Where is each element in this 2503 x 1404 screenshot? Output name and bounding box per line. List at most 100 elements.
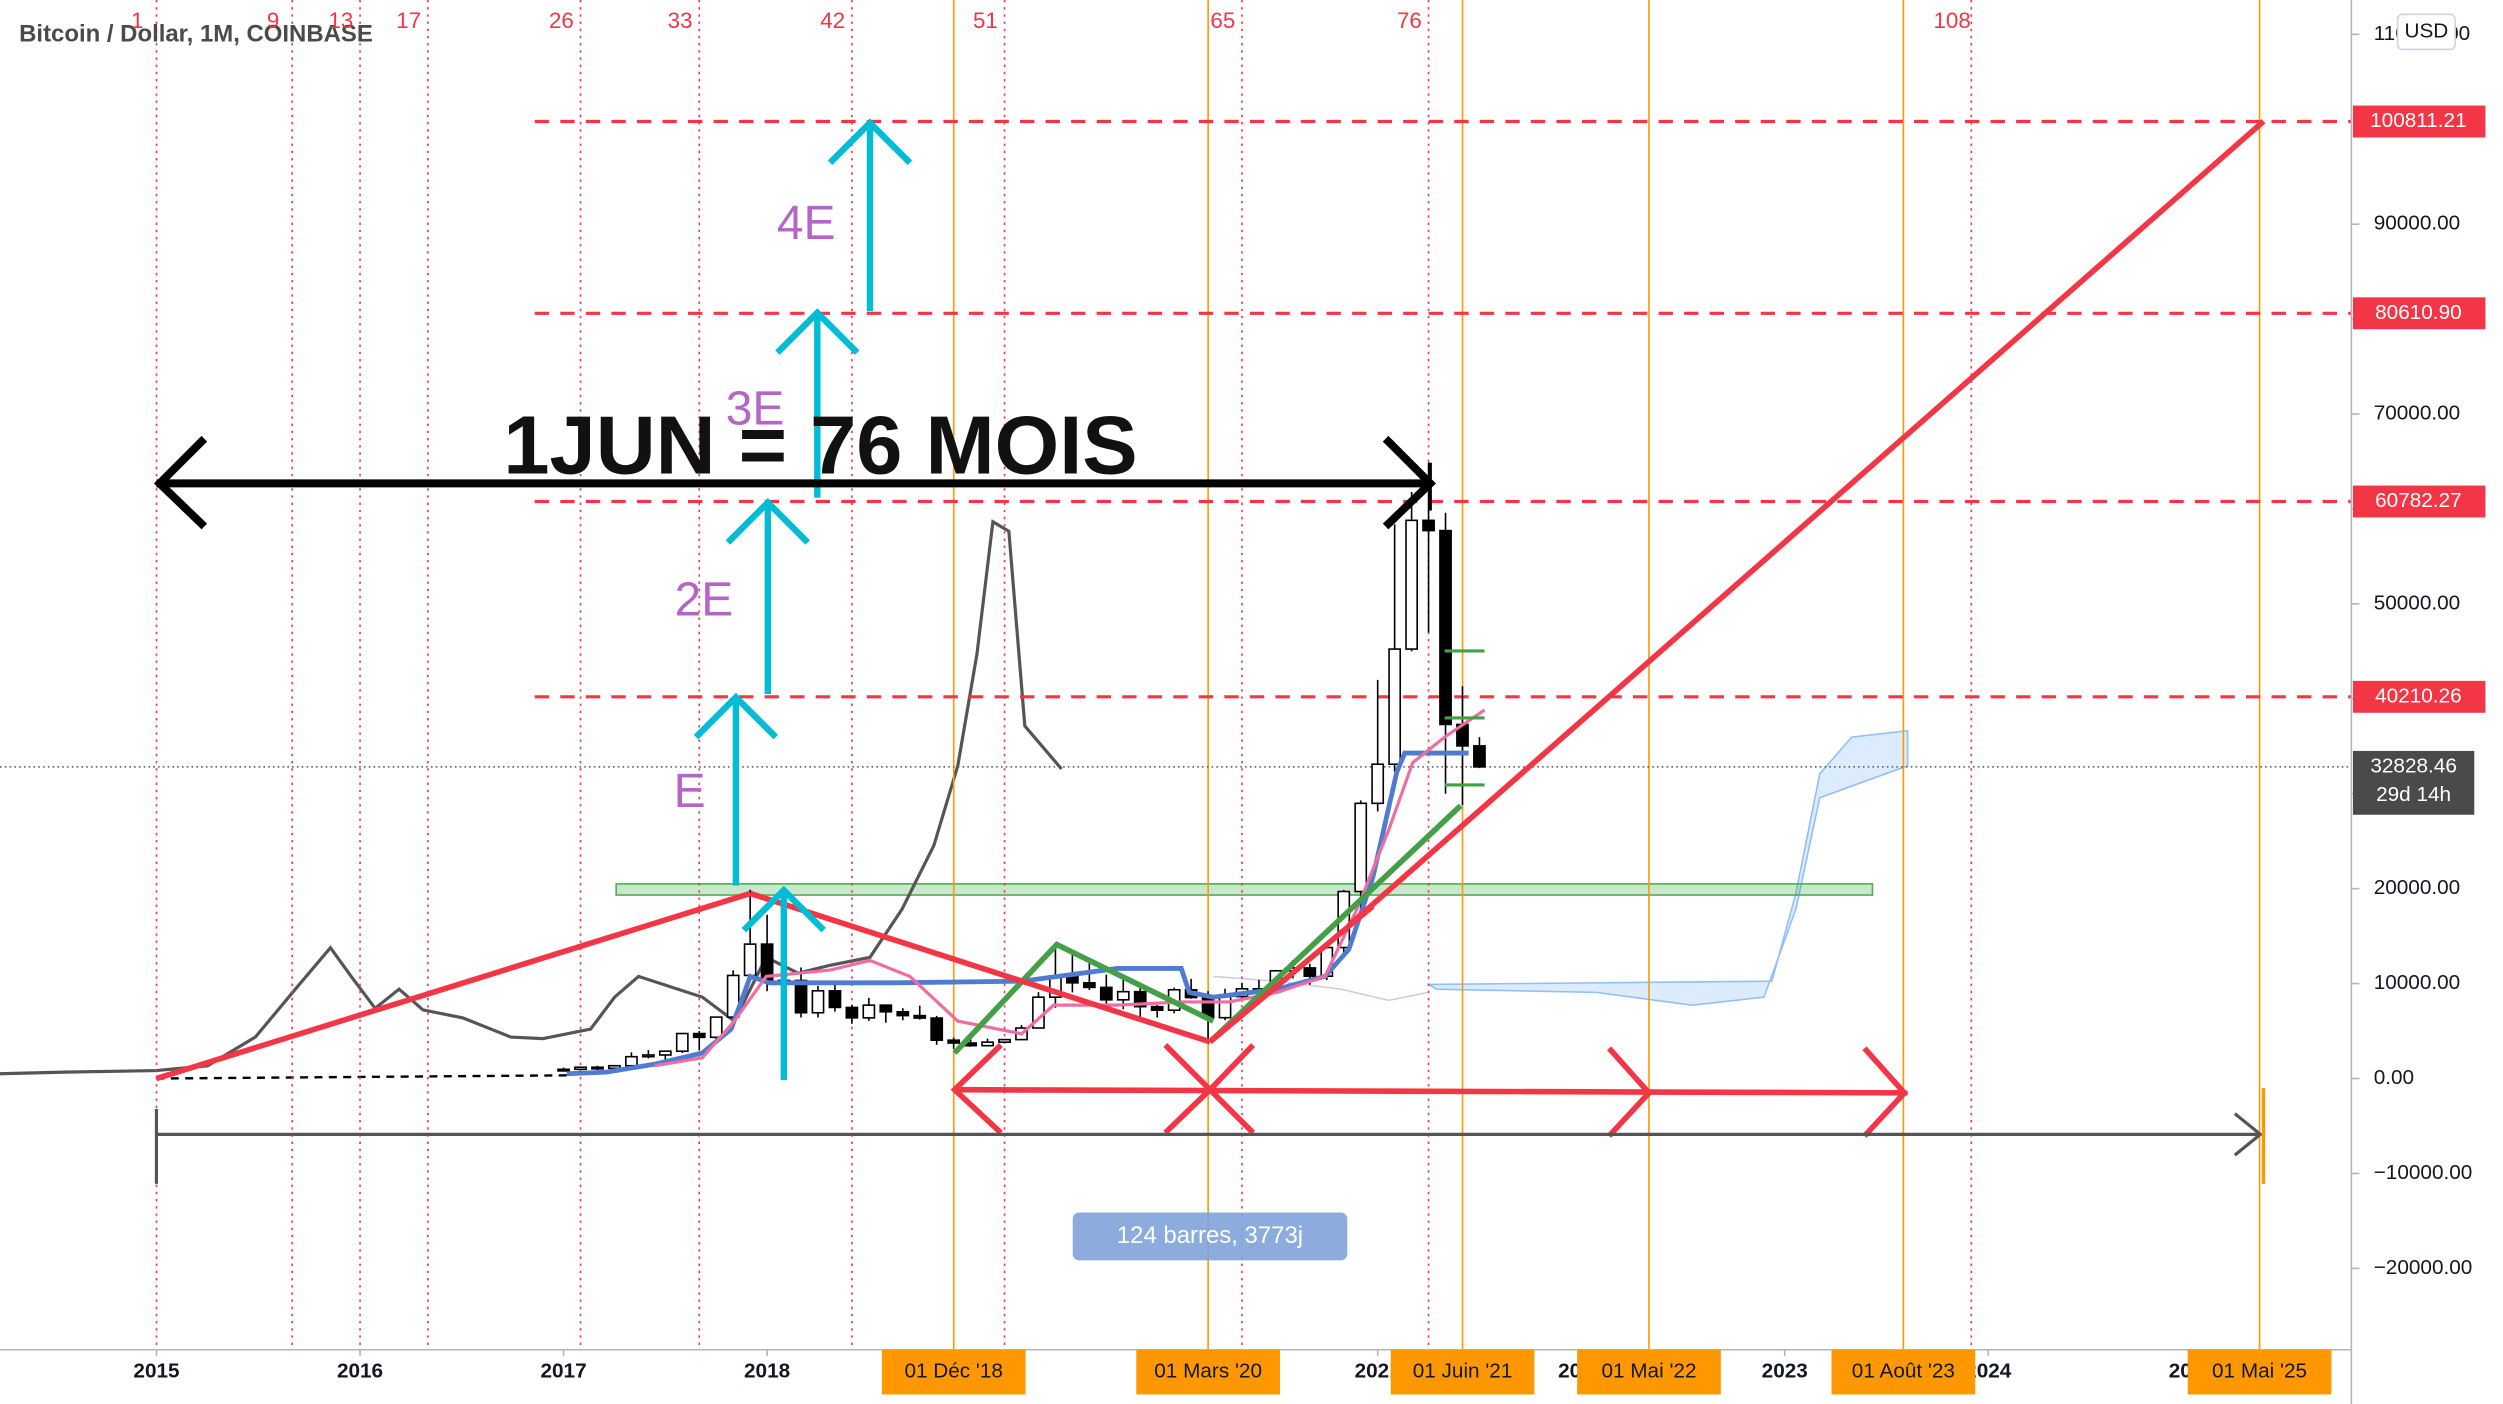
candle-body xyxy=(1099,986,1113,1001)
candle-body xyxy=(1439,529,1452,726)
y-tick-label: −10000.00 xyxy=(2374,1161,2473,1184)
extension-label: E xyxy=(674,765,706,818)
count-label: 17 xyxy=(396,8,421,33)
x-tick-label: 2016 xyxy=(337,1360,383,1383)
early-price-line xyxy=(156,1074,567,1080)
candle-body xyxy=(981,1041,994,1047)
countdown-label: 29d 14h xyxy=(2376,783,2451,806)
level-badge xyxy=(2352,105,2486,138)
candle-body xyxy=(1082,982,1096,989)
extension-label: 2E xyxy=(675,574,734,627)
range-label: 124 barres, 3773j xyxy=(1117,1222,1303,1249)
candle-body xyxy=(1303,967,1317,977)
chart-title: Bitcoin / Dollar, 1M, COINBASE xyxy=(19,20,373,47)
candle-body xyxy=(930,1017,944,1041)
duration-arrow xyxy=(153,435,1436,530)
candle-body xyxy=(574,1066,587,1071)
candle-body xyxy=(608,1064,621,1070)
candle-body xyxy=(811,990,825,1014)
candle-body xyxy=(998,1038,1011,1043)
level-badge xyxy=(2352,485,2486,518)
candle-body xyxy=(862,1004,876,1019)
candle-body xyxy=(625,1055,638,1067)
x-tick-label: 2017 xyxy=(540,1360,586,1383)
count-label: 76 xyxy=(1397,8,1422,33)
candle-body xyxy=(1371,763,1385,805)
underlay xyxy=(0,0,2352,1350)
currency-label: USD xyxy=(2404,19,2448,42)
candle-body xyxy=(1354,802,1368,893)
count-label: 65 xyxy=(1210,8,1235,33)
y-tick-label: 90000.00 xyxy=(2374,212,2461,235)
level-badge xyxy=(2352,297,2486,330)
count-label: 9 xyxy=(267,8,279,33)
candle-body xyxy=(1473,745,1486,768)
y-tick-label: 0.00 xyxy=(2374,1066,2414,1089)
cyan-arrows xyxy=(693,118,913,1081)
level-label: 100811.21 xyxy=(2370,109,2467,132)
candle-body xyxy=(879,1004,893,1013)
date-label: 01 Août '23 xyxy=(1852,1360,1955,1383)
date-badge xyxy=(1136,1349,1280,1395)
count-label: 33 xyxy=(668,8,693,33)
ichimoku-cloud xyxy=(1425,729,1909,1006)
date-label: 01 Juin '21 xyxy=(1413,1360,1513,1383)
candle-body xyxy=(641,1054,655,1058)
support-zone xyxy=(615,883,1874,896)
currency-badge xyxy=(2396,13,2456,51)
overlay: 1JUN = 76 MOIS E 2E 3E 4E 124 barres, 37… xyxy=(153,118,2266,1261)
level-label: 40210.26 xyxy=(2375,684,2462,707)
count-label: 1 xyxy=(131,8,143,33)
candle-body xyxy=(1388,648,1402,766)
candle-body xyxy=(913,1014,927,1019)
x-tick-label: 2015 xyxy=(133,1360,179,1383)
candle-body xyxy=(591,1066,604,1070)
date-badge xyxy=(881,1349,1026,1395)
candle-body xyxy=(743,943,757,977)
count-label: 108 xyxy=(1934,8,1971,33)
range-badge xyxy=(1072,1212,1348,1261)
trend-line xyxy=(1208,803,1463,1044)
candle-body xyxy=(1405,519,1418,650)
date-badge xyxy=(1577,1349,1721,1395)
y-tick-label: 20000.00 xyxy=(2374,876,2461,899)
candle-body xyxy=(1116,990,1130,1001)
trend-lines xyxy=(155,119,2266,1138)
date-label: 01 Mai '25 xyxy=(2212,1360,2307,1383)
candle-body xyxy=(1150,1005,1164,1011)
date-label: 01 Mars '20 xyxy=(1154,1360,1262,1383)
headline: 1JUN = 76 MOIS xyxy=(503,398,1137,491)
last-price-badge xyxy=(2352,750,2475,815)
candle-body xyxy=(1422,519,1435,532)
comparison-line xyxy=(0,519,1063,1076)
count-label: 51 xyxy=(973,8,998,33)
x-tick-label: 2018 xyxy=(744,1360,790,1383)
date-badge xyxy=(1390,1349,1535,1395)
count-label: 42 xyxy=(820,8,845,33)
level-label: 60782.27 xyxy=(2375,489,2462,512)
moving-average xyxy=(654,708,1486,1068)
date-label: 01 Déc '18 xyxy=(904,1360,1003,1383)
candle-body xyxy=(709,1016,723,1039)
last-price-label: 32828.46 xyxy=(2370,754,2457,777)
candle-body xyxy=(828,990,842,1009)
candle-body xyxy=(1133,990,1147,1008)
count-label: 26 xyxy=(549,8,574,33)
count-label: 13 xyxy=(328,8,353,33)
candle-body xyxy=(692,1032,706,1039)
candle-body xyxy=(947,1039,961,1044)
y-tick-label: 70000.00 xyxy=(2374,402,2461,425)
target-marks xyxy=(1444,649,1485,787)
candle-body xyxy=(1218,995,1232,1019)
trend-line xyxy=(952,941,1215,1055)
x-tick-label: 2024 xyxy=(1965,1360,2012,1383)
extension-label: 4E xyxy=(777,197,836,250)
y-tick-label: 10000.00 xyxy=(2374,971,2461,994)
extension-label: 3E xyxy=(726,382,785,435)
candle-body xyxy=(658,1050,672,1056)
candle-body xyxy=(896,1010,910,1017)
level-badge xyxy=(2352,680,2486,713)
x-tick-label: 2023 xyxy=(1762,1360,1808,1383)
